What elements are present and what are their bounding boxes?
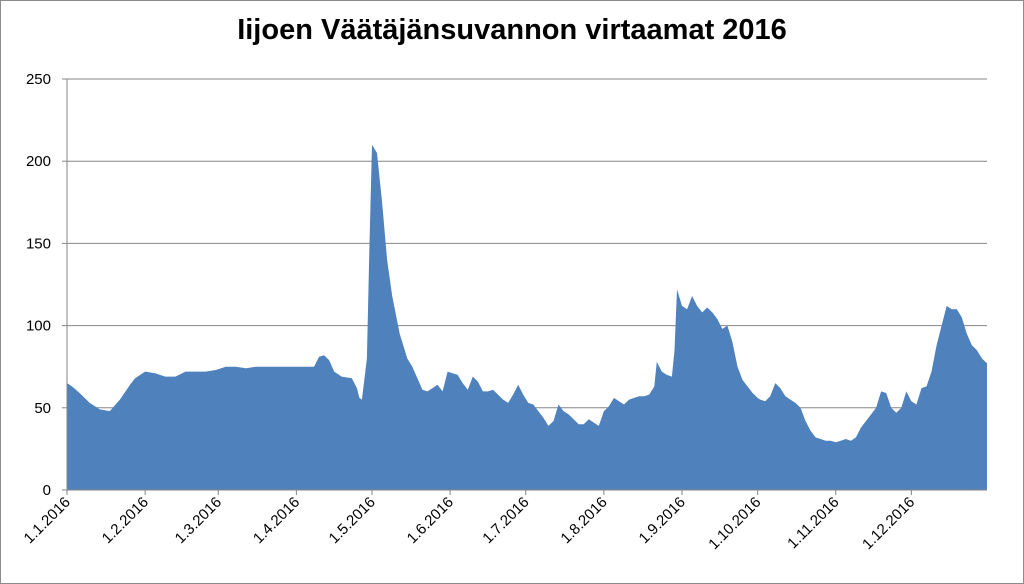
x-tick-label: 1.6.2016 <box>404 494 457 547</box>
x-tick-label: 1.1.2016 <box>21 494 74 547</box>
y-tick-label: 250 <box>26 71 51 88</box>
x-tick-label: 1.4.2016 <box>250 494 303 547</box>
x-tick-label: 1.11.2016 <box>784 494 842 552</box>
x-tick-label: 1.7.2016 <box>479 494 532 547</box>
axes <box>62 78 987 495</box>
x-tick-labels: 1.1.2016 1.2.2016 1.3.2016 1.4.2016 1.5.2016… <box>21 494 919 553</box>
x-tick-label: 1.5.2016 <box>326 494 379 547</box>
area-series-0 <box>67 144 987 491</box>
x-tick-label: 1.12.2016 <box>859 494 918 553</box>
y-tick-label: 0 <box>43 482 51 499</box>
gridlines <box>67 78 987 409</box>
x-tick-label: 1.2.2016 <box>99 494 152 547</box>
x-tick-label: 1.9.2016 <box>636 494 689 547</box>
y-tick-label: 100 <box>26 318 51 335</box>
y-tick-label: 200 <box>26 153 51 170</box>
x-tick-label: 1.8.2016 <box>557 494 610 547</box>
area-series-layer <box>67 144 987 491</box>
y-tick-labels: 0 50 100 150 200 250 <box>26 71 51 499</box>
chart-title: Iijoen Väätäjänsuvannon virtaamat 2016 <box>237 14 787 46</box>
y-tick-label: 50 <box>34 400 51 417</box>
x-tick-label: 1.10.2016 <box>705 494 764 553</box>
y-tick-label: 150 <box>26 235 51 252</box>
x-tick-label: 1.3.2016 <box>172 494 225 547</box>
